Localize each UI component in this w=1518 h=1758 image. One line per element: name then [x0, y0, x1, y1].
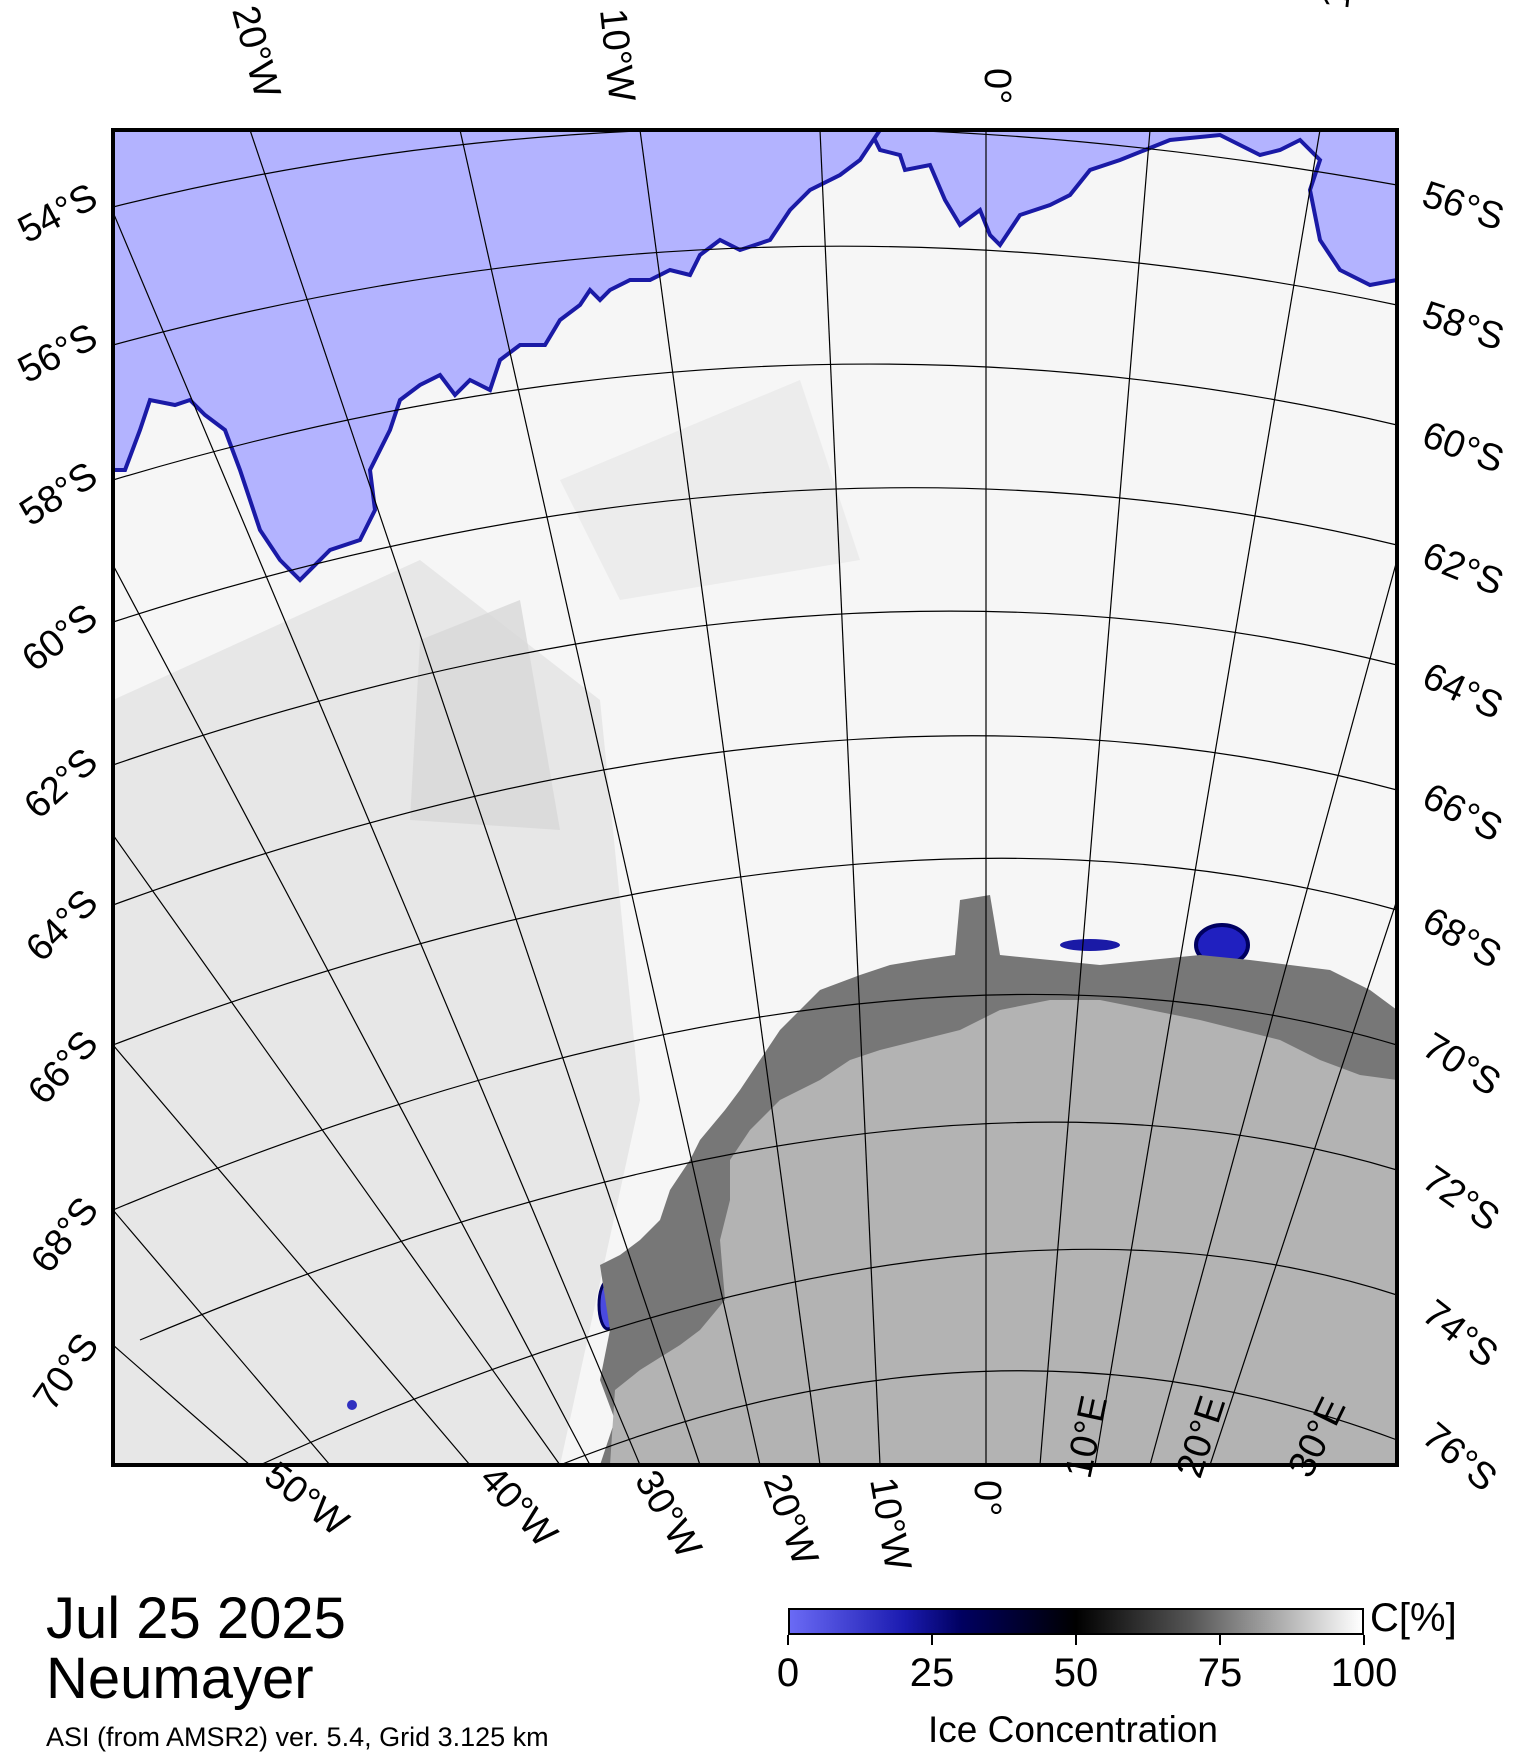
data-source: ASI (from AMSR2) ver. 5.4, Grid 3.125 km [46, 1722, 549, 1752]
graticule-label: 68°S [23, 1190, 107, 1281]
colorbar-title: Ice Concentration [928, 1709, 1219, 1750]
colorbar [788, 1608, 1364, 1635]
colorbar-tick-label: 0 [776, 1651, 800, 1695]
left-latitude-labels: 54°S 56°S 58°S 60°S 62°S 64°S 66°S 68°S 70°S [11, 176, 107, 1418]
graticule-label: 0° [966, 1480, 1008, 1516]
colorbar-tick [1075, 1635, 1077, 1645]
colorbar-tick-label: 25 [909, 1651, 955, 1695]
graticule-label: 76°S [1414, 1415, 1504, 1500]
graticule-label: 60°S [14, 596, 105, 680]
colorbar-tick [1219, 1635, 1221, 1645]
graticule-label: 66°S [1416, 776, 1509, 851]
graticule-label: 64°S [1416, 655, 1509, 728]
graticule-label: 20°W [223, 1, 288, 102]
graticule-label: 62°S [1417, 534, 1510, 604]
colorbar-tick [931, 1635, 933, 1645]
colorbar-tick [1363, 1635, 1365, 1645]
graticule-label: 56°S [1417, 174, 1509, 240]
graticule-label: 66°S [20, 1023, 107, 1113]
graticule-label: 72°S [1415, 1158, 1507, 1240]
graticule-label: 62°S [16, 740, 106, 827]
longitude-grid [113, 130, 1397, 1465]
right-latitude-labels: 56°S 58°S 60°S 62°S 64°S 66°S 68°S 70°S 72°S 74°S… [1414, 174, 1509, 1501]
map-frame [111, 128, 1399, 1467]
colorbar-tick [787, 1635, 789, 1645]
open-water-nw [113, 130, 883, 583]
graticule-label: 10°W [861, 1474, 919, 1573]
pack-ice-texture-west [113, 560, 640, 1465]
graticule-label: 58°S [13, 454, 105, 534]
latitude-grid [113, 130, 1397, 1465]
graticule-label: 64°S [18, 882, 106, 970]
top-longitude-labels: 20°W 10°W 0° 10°E [223, 0, 1365, 104]
graticule-label: 70°S [25, 1326, 107, 1418]
graticule-label: 68°S [1416, 899, 1509, 977]
graticule-label: 60°S [1417, 414, 1509, 482]
open-water-ne [113, 130, 1397, 288]
graticule-label: 70°S [1415, 1025, 1507, 1105]
pack-ice-texture-wedge [410, 600, 560, 830]
graticule-label: 50°W [256, 1454, 356, 1545]
graticule-label: 0° [976, 68, 1018, 104]
graticule-label: 40°W [471, 1458, 565, 1556]
station-name: Neumayer [46, 1646, 314, 1711]
colorbar-tick-label: 75 [1197, 1651, 1243, 1695]
colorbar-tick-label: 100 [1330, 1651, 1398, 1695]
graticule-label: 10°E [1315, 0, 1365, 11]
small-polynya [347, 1400, 357, 1410]
graticule-label: 58°S [1417, 294, 1509, 360]
graticule-label: 20°W [755, 1469, 826, 1571]
colorbar-unit: C[%] [1370, 1596, 1457, 1640]
graticule-label: 10°W [591, 7, 643, 104]
graticule-label: 30°W [626, 1464, 709, 1566]
colorbar-tick-label: 50 [1053, 1651, 1099, 1695]
antarctic-continent [610, 1000, 1397, 1465]
pack-ice-texture-north [560, 380, 860, 600]
coastal-polynya-1 [1060, 939, 1120, 951]
graticule-label: 56°S [11, 316, 104, 392]
graticule-label: 74°S [1414, 1292, 1505, 1376]
graticule-label: 54°S [11, 176, 104, 252]
map-date: Jul 25 2025 [46, 1586, 346, 1651]
